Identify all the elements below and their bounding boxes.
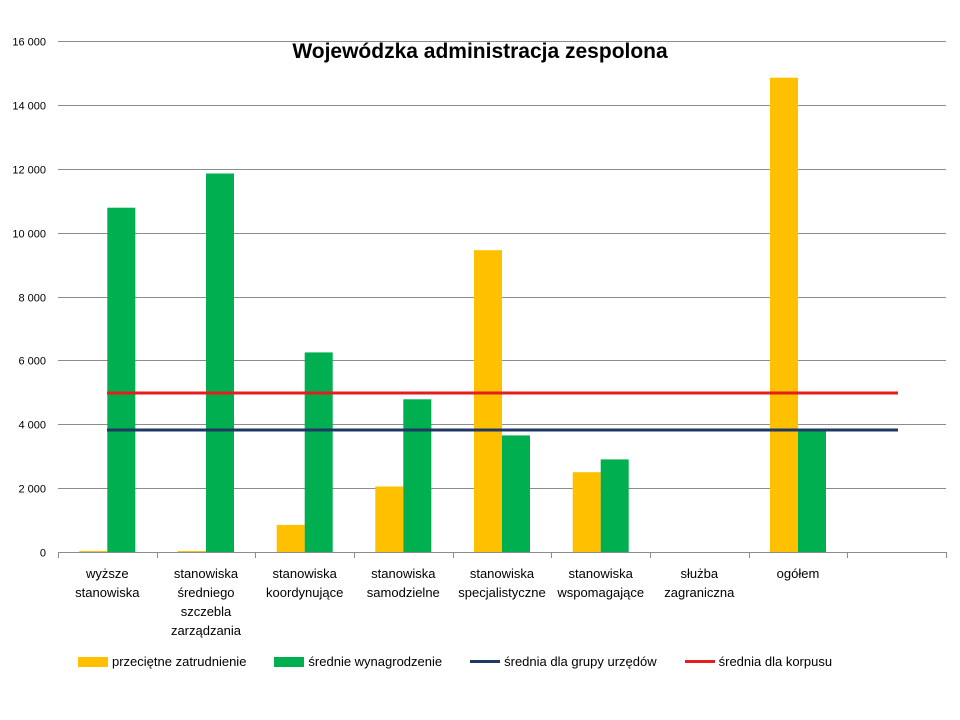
chart-title: Wojewódzka administracja zespolona <box>292 40 668 63</box>
legend: przeciętne zatrudnienie średnie wynagrod… <box>78 654 860 669</box>
legend-swatch-employment <box>78 656 108 667</box>
x-tick-label-line: ogółem <box>777 566 820 581</box>
x-axis-tick-labels: wyższe stanowiska stanowiska średniego szcze… <box>75 566 820 638</box>
bar-employment <box>572 472 601 552</box>
legend-swatch-group-average <box>470 660 501 663</box>
legend-item-salary: średnie wynagrodzenie <box>274 654 442 669</box>
reference-lines <box>107 391 898 432</box>
bar-salary <box>798 430 826 552</box>
x-tick-label-line: wyższe <box>85 566 129 581</box>
x-tick-label-line: stanowiska <box>174 566 239 581</box>
x-axis <box>58 552 947 558</box>
x-tick-label-line: stanowiska <box>470 566 535 581</box>
x-tick-label-line: stanowiska <box>75 585 140 600</box>
bar-employment <box>770 77 798 552</box>
x-tick-label-line: służba <box>681 566 719 581</box>
x-tick-label: ogółem <box>777 566 820 581</box>
x-tick-label-line: koordynujące <box>266 585 343 600</box>
x-tick-label-line: zagraniczna <box>664 585 735 600</box>
y-axis-tick-labels: 0 2 000 4 000 6 000 8 000 10 000 12 000 14 000 1… <box>12 37 46 560</box>
bar-salary <box>304 352 333 552</box>
y-tick-label: 12 000 <box>12 165 46 177</box>
bar-salary <box>403 399 432 552</box>
y-tick-label: 14 000 <box>12 101 46 113</box>
bar-employment <box>276 524 305 552</box>
bars <box>79 77 826 552</box>
legend-swatch-corps-average <box>684 660 715 663</box>
x-tick-label: wyższe stanowiska <box>75 566 140 600</box>
bar-salary <box>206 173 234 552</box>
x-tick-label: stanowiska wspomagające <box>556 566 644 600</box>
bar-employment <box>79 551 108 552</box>
x-tick-label-line: szczebla <box>181 604 232 619</box>
legend-item-employment: przeciętne zatrudnienie <box>78 654 246 669</box>
x-tick-label: stanowiska średniego szczebla zarządzania <box>171 566 242 638</box>
x-tick-label-line: zarządzania <box>171 623 242 638</box>
x-tick-label-line: średniego <box>177 585 234 600</box>
bar-employment <box>474 250 502 552</box>
y-tick-label: 2 000 <box>18 484 46 496</box>
x-tick-label-line: wspomagające <box>556 585 644 600</box>
bar-salary <box>600 459 629 552</box>
legend-item-corps-average: średnia dla korpusu <box>684 654 833 669</box>
x-tick-label: służba zagraniczna <box>664 566 735 600</box>
legend-label-employment: przeciętne zatrudnienie <box>112 654 247 669</box>
x-tick-label-line: stanowiska <box>569 566 634 581</box>
bar-salary <box>502 435 530 552</box>
y-tick-label: 4 000 <box>18 420 46 432</box>
x-tick-label-line: stanowiska <box>371 566 436 581</box>
legend-label-group-average: średnia dla grupy urzędów <box>504 654 657 669</box>
legend-item-group-average: średnia dla grupy urzędów <box>470 654 657 669</box>
x-tick-label-line: stanowiska <box>273 566 338 581</box>
y-tick-label: 6 000 <box>18 356 46 368</box>
y-tick-label: 10 000 <box>12 229 46 241</box>
y-tick-label: 0 <box>40 548 46 560</box>
bar-salary <box>107 207 136 552</box>
x-tick-label: stanowiska samodzielne <box>367 566 440 600</box>
x-tick-label: stanowiska koordynujące <box>266 566 343 600</box>
y-tick-label: 16 000 <box>12 37 46 49</box>
x-tick-label-line: specjalistyczne <box>458 585 545 600</box>
bar-employment <box>375 486 404 552</box>
x-tick-label: stanowiska specjalistyczne <box>458 566 545 600</box>
legend-label-corps-average: średnia dla korpusu <box>718 654 833 669</box>
y-tick-label: 8 000 <box>18 293 46 305</box>
legend-label-salary: średnie wynagrodzenie <box>308 654 443 669</box>
x-tick-label-line: samodzielne <box>367 585 440 600</box>
bar-employment <box>178 551 206 552</box>
legend-swatch-salary <box>274 656 305 667</box>
